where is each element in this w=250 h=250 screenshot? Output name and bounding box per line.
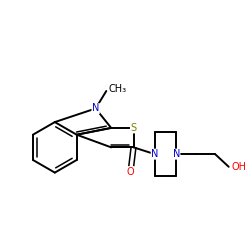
Text: N: N <box>92 104 99 114</box>
Text: CH₃: CH₃ <box>108 84 126 94</box>
Text: N: N <box>151 149 158 159</box>
Text: S: S <box>130 123 136 133</box>
Text: N: N <box>172 149 180 159</box>
Text: OH: OH <box>232 162 246 172</box>
Text: O: O <box>127 167 134 177</box>
